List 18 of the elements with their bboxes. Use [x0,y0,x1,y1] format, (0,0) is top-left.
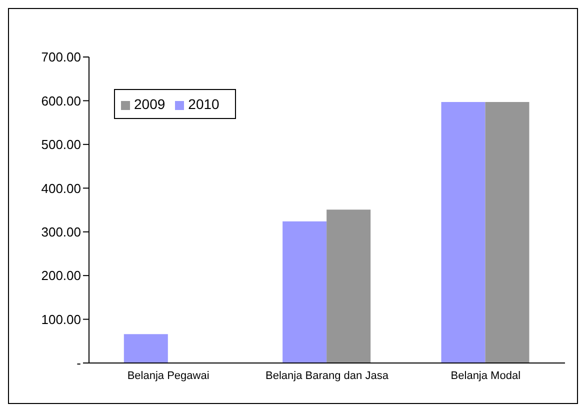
legend-label: 2009 [134,96,166,112]
bar [485,102,530,363]
y-tick-label: 100.00 [41,312,81,327]
bar [282,221,327,363]
y-tick-label: 200.00 [41,268,81,284]
bar [326,210,371,363]
bar [124,334,168,363]
bar [441,102,486,363]
y-tick-label: - [76,356,81,371]
x-tick-label: Belanja Modal [450,370,521,382]
y-tick-label: 400.00 [41,180,81,196]
y-tick-label: 600.00 [41,93,81,108]
y-tick-label: 500.00 [41,137,81,152]
legend-label: 2010 [188,96,220,112]
x-tick-label: Belanja Barang dan Jasa [266,370,390,382]
y-tick-label: 700.00 [41,50,81,65]
y-tick-label: 300.00 [41,224,81,240]
x-tick-label: Belanja Pegawai [127,370,210,382]
